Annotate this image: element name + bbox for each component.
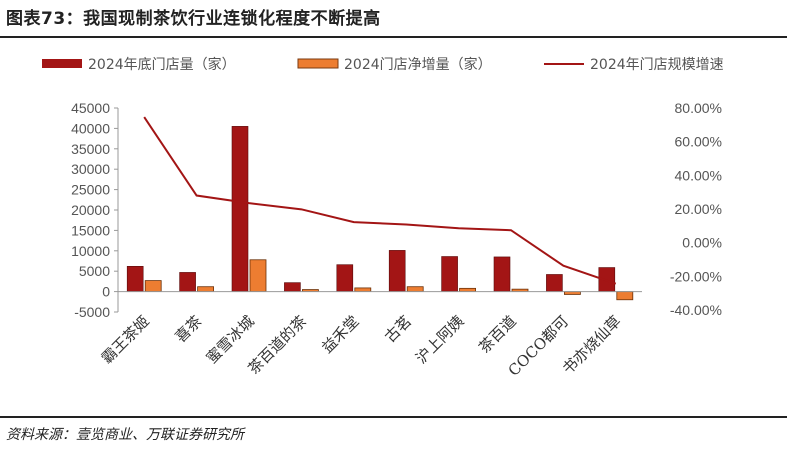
page-title: 图表73：我国现制茶饮行业连锁化程度不断提高	[6, 9, 381, 29]
category-label: 喜茶	[171, 312, 205, 346]
growth-rate-line	[143, 116, 617, 285]
bar-store-count	[441, 256, 458, 292]
bar-store-count	[388, 250, 406, 292]
right-y-axis: 80.00% 60.00% 40.00% 20.00% 0.00% -20.00% -40.…	[670, 100, 722, 318]
right-axis-tick-label: -40.00%	[670, 302, 722, 318]
title-divider	[0, 36, 787, 38]
bar-series-group	[126, 126, 634, 301]
bar-net-increase	[406, 286, 424, 293]
legend-label-store-count: 2024年底门店量（家）	[88, 56, 236, 73]
legend-label-net-increase: 2024门店净增量（家）	[344, 56, 492, 73]
category-label: 古茗	[381, 312, 415, 346]
category-label: 霸王茶姬	[98, 312, 153, 367]
left-axis-tick-label: -5000	[74, 304, 110, 320]
bar-store-count	[284, 282, 301, 292]
left-y-axis: 45000 40000 35000 30000 25000 20000 15000 10000…	[71, 100, 119, 320]
source-note: 资料来源：壹览商业、万联证券研究所	[6, 427, 244, 443]
chart-legend: 2024年底门店量（家） 2024门店净增量（家） 2024年门店规模增速	[42, 56, 724, 73]
legend-swatch-net-increase	[297, 58, 339, 69]
category-label: 沪上阿姨	[412, 312, 467, 367]
left-axis-tick-label: 40000	[71, 120, 110, 136]
right-axis-tick-label: 20.00%	[675, 201, 722, 217]
left-axis-tick-label: 15000	[71, 222, 110, 238]
left-axis-tick-label: 0	[102, 284, 110, 300]
bar-net-increase	[616, 291, 634, 301]
left-axis-tick-label: 35000	[71, 141, 110, 157]
category-label: 益禾堂	[318, 312, 363, 357]
right-axis-tick-label: 60.00%	[675, 134, 722, 150]
bar-store-count	[126, 266, 144, 292]
right-axis-tick-label: 80.00%	[675, 100, 722, 116]
left-axis-tick-label: 30000	[71, 161, 110, 177]
bar-store-count	[546, 274, 563, 292]
bar-net-increase	[197, 286, 215, 293]
right-axis-tick-label: -20.00%	[670, 268, 722, 284]
left-axis-tick-label: 10000	[71, 243, 110, 259]
left-axis-tick-label: 45000	[71, 100, 110, 116]
bar-net-increase	[249, 259, 267, 293]
bar-net-increase	[144, 280, 162, 293]
growth-line-group	[143, 116, 617, 285]
right-axis-tick-label: 0.00%	[682, 235, 722, 251]
bar-store-count	[336, 264, 354, 292]
left-axis-tick-label: 20000	[71, 202, 110, 218]
legend-label-growth-line: 2024年门店规模增速	[590, 57, 724, 73]
bar-store-count	[493, 256, 511, 292]
category-label: 茶百道	[475, 312, 520, 357]
bar-store-count	[231, 126, 249, 292]
legend-swatch-store-count	[42, 59, 82, 68]
bar-net-increase	[354, 287, 372, 293]
right-axis-tick-label: 40.00%	[675, 167, 722, 183]
left-axis-tick-label: 25000	[71, 182, 110, 198]
store-chain-chart: 2024年底门店量（家） 2024门店净增量（家） 2024年门店规模增速 4500…	[42, 56, 724, 380]
source-divider	[0, 416, 787, 418]
left-axis-tick-label: 5000	[79, 263, 110, 279]
bar-store-count	[179, 272, 196, 292]
